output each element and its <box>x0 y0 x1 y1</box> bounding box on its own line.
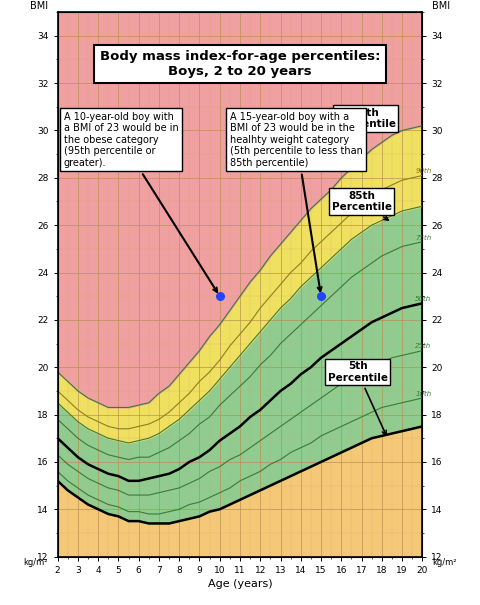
Text: kg/m²: kg/m² <box>432 558 456 567</box>
Text: BMI: BMI <box>432 1 450 11</box>
Text: 85th
Percentile: 85th Percentile <box>332 191 392 220</box>
Text: BMI: BMI <box>30 1 48 11</box>
Text: 50th: 50th <box>415 296 432 302</box>
X-axis label: Age (years): Age (years) <box>208 579 272 589</box>
Text: kg/m²: kg/m² <box>24 558 48 567</box>
Text: A 15-year-old boy with a
BMI of 23 would be in the
healhty weight category
(5th : A 15-year-old boy with a BMI of 23 would… <box>230 111 363 291</box>
Text: 25th: 25th <box>415 344 432 350</box>
Text: 75th: 75th <box>415 235 432 241</box>
Text: 10th: 10th <box>415 391 432 397</box>
Text: 95th
Percentile: 95th Percentile <box>336 108 396 129</box>
Text: 90th: 90th <box>415 168 432 174</box>
Text: Body mass index-for-age percentiles:
Boys, 2 to 20 years: Body mass index-for-age percentiles: Boy… <box>100 50 380 78</box>
Text: 5th
Percentile: 5th Percentile <box>327 361 387 435</box>
Text: A 10-year-old boy with
a BMI of 23 would be in
the obese category
(95th percenti: A 10-year-old boy with a BMI of 23 would… <box>64 111 217 292</box>
